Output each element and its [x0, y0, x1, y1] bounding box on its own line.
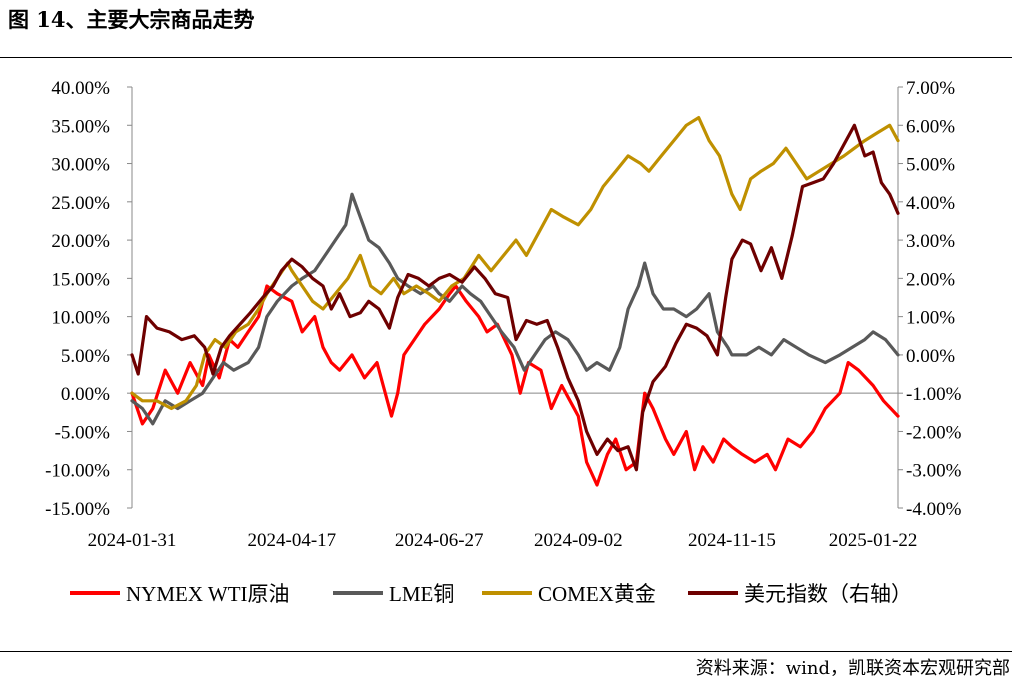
legend-label: 美元指数（右轴） [744, 582, 912, 606]
right-tick-label: -2.00% [906, 422, 962, 443]
right-tick-label: 1.00% [906, 308, 955, 329]
legend-label: LME铜 [389, 582, 454, 606]
left-tick-label: 35.00% [51, 116, 110, 137]
left-tick-label: 0.00% [61, 384, 110, 405]
left-tick-label: -15.00% [45, 499, 110, 520]
x-tick-label: 2024-01-31 [88, 530, 177, 551]
series-layer [130, 116, 900, 487]
right-tick-label: 6.00% [906, 116, 955, 137]
top-rule [0, 57, 1012, 58]
legend: NYMEX WTI原油 LME铜 COMEX黄金 美元指数（右轴） [70, 582, 912, 606]
x-tick-label: 2024-04-17 [248, 530, 337, 551]
x-tick-label: 2024-06-27 [395, 530, 484, 551]
legend-label: COMEX黄金 [538, 582, 656, 606]
left-tick-label: -10.00% [45, 461, 110, 482]
right-tick-label: 5.00% [906, 155, 955, 176]
series-line-2 [130, 116, 900, 411]
left-tick-label: 30.00% [51, 155, 110, 176]
axes-group: 40.00% 35.00% 30.00% 25.00% 20.00% 15.00% 10.0… [45, 78, 961, 551]
series-line-1 [130, 192, 900, 426]
right-tick-label: 3.00% [906, 231, 955, 252]
left-tick-label: 25.00% [51, 193, 110, 214]
right-tick-label: 4.00% [906, 193, 955, 214]
left-tick-label: 40.00% [51, 78, 110, 99]
source-note: 资料来源：wind，凯联资本宏观研究部 [695, 658, 1010, 679]
left-tick-label: 15.00% [51, 269, 110, 290]
right-tick-label: 2.00% [906, 269, 955, 290]
right-tick-label: -3.00% [906, 461, 962, 482]
x-tick-label: 2024-09-02 [534, 530, 623, 551]
bottom-rule [0, 651, 1012, 652]
right-tick-label: 0.00% [906, 346, 955, 367]
x-tick-label: 2024-11-15 [688, 530, 776, 551]
legend-label: NYMEX WTI原油 [126, 582, 290, 606]
series-line-3 [130, 123, 900, 472]
figure-title: 图 14、主要大宗商品走势 [8, 7, 255, 32]
left-tick-label: 10.00% [51, 308, 110, 329]
x-tick-label: 2025-01-22 [829, 530, 918, 551]
left-tick-label: 20.00% [51, 231, 110, 252]
right-tick-label: -1.00% [906, 384, 962, 405]
right-tick-label: 7.00% [906, 78, 955, 99]
left-tick-label: -5.00% [55, 422, 111, 443]
right-tick-label: -4.00% [906, 499, 962, 520]
left-tick-label: 5.00% [61, 346, 110, 367]
